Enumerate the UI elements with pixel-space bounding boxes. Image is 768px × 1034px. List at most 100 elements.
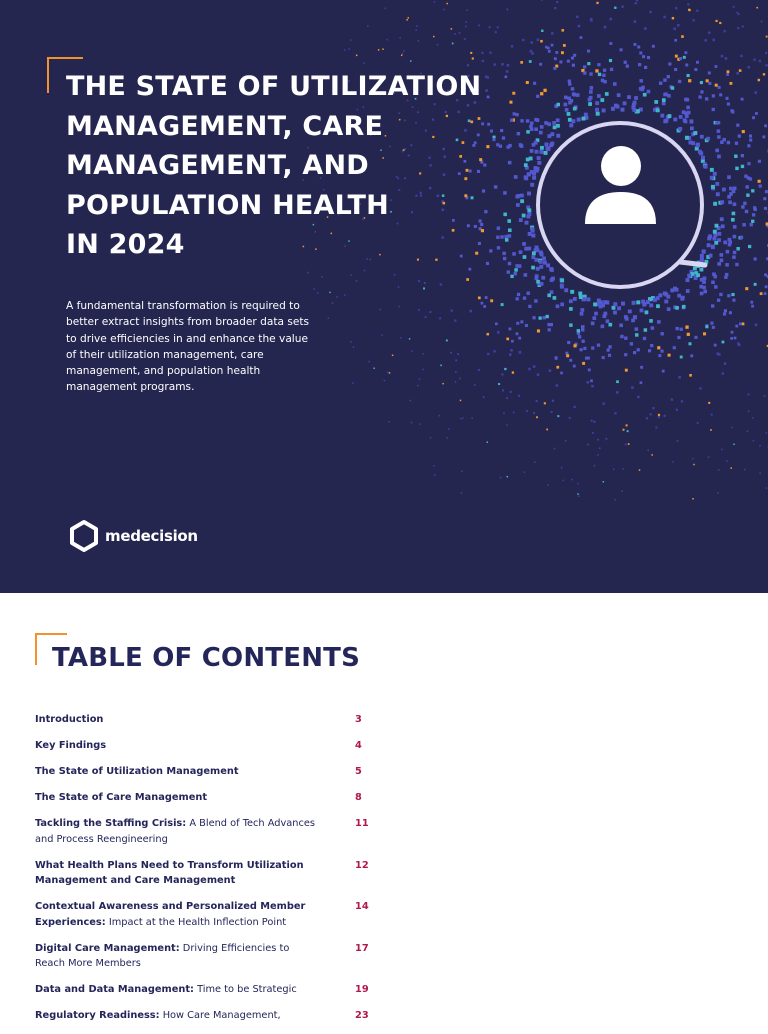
dot [736,72,739,75]
dot [466,278,469,281]
dot [511,45,513,47]
dot [730,337,733,340]
dot [352,382,354,384]
dot [603,481,605,483]
toc-entry: What Health Plans Need to Transform Util… [35,858,375,889]
dot [722,372,724,374]
dot [613,469,615,471]
dot [620,335,623,338]
dot [663,78,666,81]
dot [601,303,605,307]
dot [550,278,554,282]
toc-entry-subtitle: How Care Management, [163,1010,281,1021]
dot [659,81,662,84]
dot [718,353,721,356]
dot [561,51,564,54]
dot [440,283,442,285]
dot [569,123,573,127]
dot [649,319,653,323]
dot [706,79,709,82]
dot [708,82,711,85]
dot [732,212,736,216]
dot [530,41,533,44]
dot [547,122,551,126]
dot [577,118,581,122]
dot [545,46,548,49]
dot [573,365,576,368]
dot [614,412,616,414]
dot [737,27,739,29]
dot [708,234,712,238]
dot [508,228,512,232]
dot [497,227,500,230]
dot [637,396,639,398]
dot [602,314,606,318]
dot [598,73,601,76]
dot [531,266,535,270]
toc-entry-heading: Data and Data Management: [35,984,194,995]
dot [626,424,628,426]
dot [580,308,584,312]
dot [591,420,593,422]
dot [667,75,670,78]
dot [572,64,575,67]
dot [765,285,768,288]
dot [680,328,683,331]
dot [534,461,536,463]
dot [720,140,724,144]
dot [624,336,627,339]
dot [448,428,450,430]
dot [478,25,480,27]
dot [682,110,686,114]
dot [557,415,559,417]
dot [555,51,558,54]
dot [766,36,768,38]
dot [736,247,739,250]
dot [733,251,736,254]
dot [712,108,715,111]
dot [420,423,422,425]
dot [686,106,690,110]
dot [712,94,715,97]
dot [516,297,519,300]
dot [556,118,560,122]
dot [742,223,745,226]
dot [619,323,623,327]
dot [608,345,611,348]
dot [765,64,767,66]
dot [356,55,358,57]
dot [753,59,755,61]
dot [540,282,544,286]
dot [493,350,495,352]
toc-entry: Tackling the Staffing Crisis: A Blend of… [35,816,375,847]
dot [644,66,647,69]
dot [481,122,484,125]
dot [568,118,572,122]
dot [495,31,497,33]
dot [344,49,346,51]
dot [711,304,714,307]
dot [755,112,758,115]
dot [725,263,729,267]
dot [529,157,533,161]
dot [743,202,746,205]
dot [423,287,425,289]
dot [609,18,612,21]
toc-entry-heading: The State of Utilization Management [35,766,239,777]
dot [720,217,724,221]
dot [650,413,652,415]
dot [685,278,689,282]
dot [455,371,457,373]
dot [481,229,484,232]
dot [613,82,617,86]
dot [679,57,682,60]
dot [763,73,765,75]
dot [392,355,394,357]
dot [434,1,436,2]
dot [732,255,735,258]
dot [627,430,629,432]
dot [728,200,732,204]
dot [655,427,657,429]
dot [350,341,352,343]
